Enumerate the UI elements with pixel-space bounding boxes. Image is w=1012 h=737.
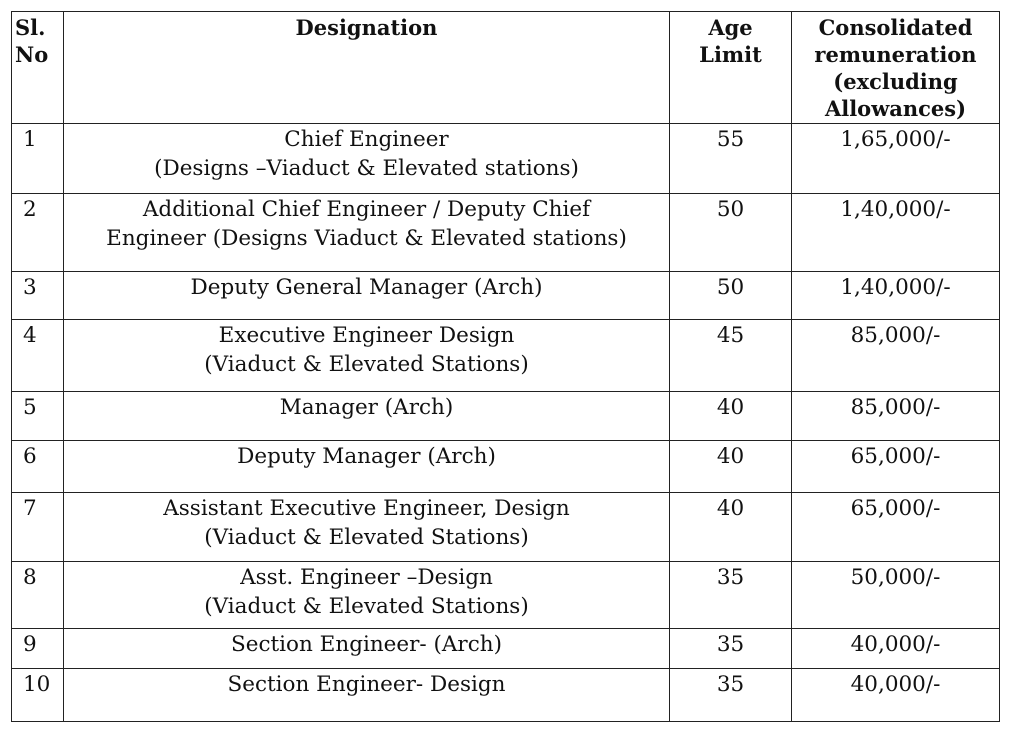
age-limit-cell: 35	[669, 628, 792, 669]
header-row: Sl. No Designation Age Limit Consolidate…	[11, 11, 1000, 124]
table-row: 10 Section Engineer- Design 35 40,000/-	[11, 668, 1000, 722]
remuneration-cell: 1,40,000/-	[791, 193, 1000, 272]
age-limit-cell: 35	[669, 668, 792, 722]
designation-cell: Executive Engineer Design (Viaduct & Ele…	[63, 319, 670, 392]
remuneration-cell: 65,000/-	[791, 440, 1000, 493]
sl-no-cell: 3	[11, 271, 64, 320]
age-limit-cell: 40	[669, 391, 792, 441]
designation-cell: Additional Chief Engineer / Deputy Chief…	[63, 193, 670, 272]
sl-no-cell: 7	[11, 492, 64, 562]
designation-cell: Deputy General Manager (Arch)	[63, 271, 670, 320]
sl-no-cell: 4	[11, 319, 64, 392]
designation-cell: Chief Engineer (Designs –Viaduct & Eleva…	[63, 123, 670, 194]
designation-cell: Deputy Manager (Arch)	[63, 440, 670, 493]
header-remuneration: Consolidated remuneration (excluding All…	[791, 11, 1000, 124]
table-row: 3 Deputy General Manager (Arch) 50 1,40,…	[11, 271, 1000, 320]
table-row: 2 Additional Chief Engineer / Deputy Chi…	[11, 193, 1000, 272]
sl-no-cell: 6	[11, 440, 64, 493]
remuneration-cell: 40,000/-	[791, 668, 1000, 722]
designation-cell: Section Engineer- Design	[63, 668, 670, 722]
remuneration-cell: 40,000/-	[791, 628, 1000, 669]
sl-no-cell: 2	[11, 193, 64, 272]
remuneration-cell: 50,000/-	[791, 561, 1000, 629]
designation-cell: Assistant Executive Engineer, Design (Vi…	[63, 492, 670, 562]
sl-no-cell: 9	[11, 628, 64, 669]
remuneration-cell: 1,40,000/-	[791, 271, 1000, 320]
sl-no-cell: 1	[11, 123, 64, 194]
table-row: 5 Manager (Arch) 40 85,000/-	[11, 391, 1000, 441]
header-sl-no: Sl. No	[11, 11, 64, 124]
recruitment-table: Sl. No Designation Age Limit Consolidate…	[11, 11, 1000, 722]
table-row: 7 Assistant Executive Engineer, Design (…	[11, 492, 1000, 562]
designation-cell: Manager (Arch)	[63, 391, 670, 441]
remuneration-cell: 1,65,000/-	[791, 123, 1000, 194]
age-limit-cell: 55	[669, 123, 792, 194]
table-row: 9 Section Engineer- (Arch) 35 40,000/-	[11, 628, 1000, 669]
sl-no-cell: 8	[11, 561, 64, 629]
designation-cell: Asst. Engineer –Design (Viaduct & Elevat…	[63, 561, 670, 629]
sl-no-cell: 10	[11, 668, 64, 722]
age-limit-cell: 35	[669, 561, 792, 629]
table-row: 6 Deputy Manager (Arch) 40 65,000/-	[11, 440, 1000, 493]
designation-cell: Section Engineer- (Arch)	[63, 628, 670, 669]
age-limit-cell: 45	[669, 319, 792, 392]
table-row: 1 Chief Engineer (Designs –Viaduct & Ele…	[11, 123, 1000, 194]
age-limit-cell: 40	[669, 492, 792, 562]
sl-no-cell: 5	[11, 391, 64, 441]
remuneration-cell: 85,000/-	[791, 391, 1000, 441]
remuneration-cell: 65,000/-	[791, 492, 1000, 562]
age-limit-cell: 50	[669, 271, 792, 320]
header-designation: Designation	[63, 11, 670, 124]
header-age-limit: Age Limit	[669, 11, 792, 124]
age-limit-cell: 40	[669, 440, 792, 493]
table-row: 8 Asst. Engineer –Design (Viaduct & Elev…	[11, 561, 1000, 629]
table-row: 4 Executive Engineer Design (Viaduct & E…	[11, 319, 1000, 392]
remuneration-cell: 85,000/-	[791, 319, 1000, 392]
age-limit-cell: 50	[669, 193, 792, 272]
